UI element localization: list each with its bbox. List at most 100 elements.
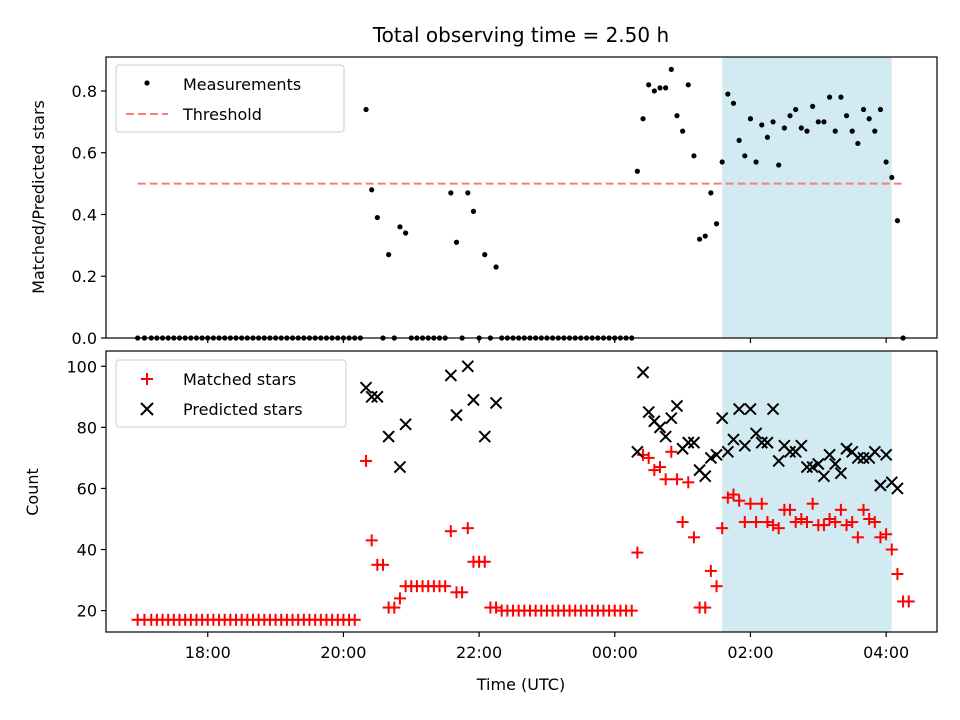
predicted-star-point [365,390,378,404]
measurement-point [776,162,782,168]
bottom-x-ticks: 18:00 20:00 22:00 00:00 02:00 04:00 [185,632,909,662]
matched-star-point [625,604,638,617]
legend-measurements-marker [144,80,150,86]
measurement-point [832,128,838,134]
top-plot-frame [105,56,938,339]
matched-star-point [800,516,813,529]
predicted-star-point [755,436,768,449]
measurement-point [680,128,686,134]
predicted-star-point [744,402,757,416]
predicted-star-point [687,436,701,449]
matched-star-point [868,516,881,529]
measurement-point [668,66,674,72]
y-tick-label: 0.6 [72,144,97,163]
x-axis-label: Time (UTC) [476,675,565,694]
measurement-point [759,122,765,128]
matched-star-point [755,497,768,510]
measurement-point [804,128,810,134]
top-panel-title: Total observing time = 2.50 h [372,23,669,47]
measurement-point [453,239,460,245]
matched-star-point [659,473,672,486]
predicted-star-point [461,360,475,373]
matched-star-point [846,516,859,529]
matched-star-point [829,516,842,529]
predicted-star-point [738,439,752,452]
measurement-point [470,208,477,214]
legend-matched-marker [141,373,153,385]
predicted-star-point [795,439,808,452]
predicted-star-point [874,479,887,492]
predicted-star-point [851,451,865,465]
measurement-point [730,100,737,106]
predicted-star-point [879,448,893,462]
measurement-point [793,106,799,113]
matched-star-point [744,497,757,510]
predicted-star-point [359,381,373,394]
bottom-plot-frame [105,350,938,633]
measurement-point [781,125,787,131]
predicted-star-point [371,390,384,404]
measurement-point [849,128,855,134]
predicted-star-point [399,418,412,431]
measurement-point [753,159,759,165]
matched-star-point [891,567,904,580]
measurement-point [736,137,742,143]
measurement-point [708,190,714,196]
y-tick-label: 60 [77,479,97,498]
bottom-y-axis-label: Count [23,468,42,516]
predicted-star-point [817,470,831,483]
x-tick-label: 22:00 [456,643,502,662]
matched-star-point [727,488,740,501]
predicted-star-point [382,430,395,443]
measurement-point [719,159,725,165]
matched-star-point [885,543,898,556]
measurement-point [855,140,861,147]
matched-star-point [444,525,457,538]
matched-star-point [704,564,717,577]
measurement-point [448,190,454,196]
measurement-point [883,159,889,165]
measurement-point [369,187,375,193]
matched-star-point [654,461,666,474]
measurement-point [651,88,657,94]
measurement-point [764,134,771,140]
matched-star-point [772,522,785,535]
measurement-point [889,174,895,181]
legend-matched-label: Matched stars [183,370,296,389]
measurement-point [860,106,867,113]
predicted-star-point [665,411,678,425]
predicted-star-point [783,445,797,459]
x-tick-label: 04:00 [863,643,909,662]
measurement-point [374,214,380,221]
bottom-panel: 20 40 60 80 100 18:00 20:00 22:00 00:00 02:00 04:… [23,350,938,694]
predicted-star-point [636,366,650,379]
predicted-star-point [659,430,672,443]
predicted-star-point [467,393,480,407]
measurement-point [894,218,901,224]
predicted-star-point [670,399,684,413]
matched-star-point [687,531,700,544]
predicted-star-point [812,457,825,471]
measurement-point [798,125,804,131]
matched-star-point [665,445,678,458]
legend-predicted-label: Predicted stars [183,400,303,419]
predicted-star-point [868,445,882,459]
matched-star-point [631,546,644,559]
measurement-point [747,116,754,122]
legend-measurements-label: Measurements [183,75,301,94]
measurement-point [713,221,720,227]
bottom-observing-window-shade [722,351,892,632]
measurement-point [770,119,776,125]
predicted-star-point [857,451,870,465]
predicted-star-point [642,405,655,419]
predicted-star-point [800,460,814,474]
measurement-point [702,233,708,239]
measurement-point [482,252,488,258]
measurement-point [634,168,640,174]
measurement-point [657,85,663,91]
matched-star-point [461,522,474,535]
predicted-star-point [834,466,848,480]
matched-star-point [348,613,361,626]
predicted-star-point [732,402,746,416]
